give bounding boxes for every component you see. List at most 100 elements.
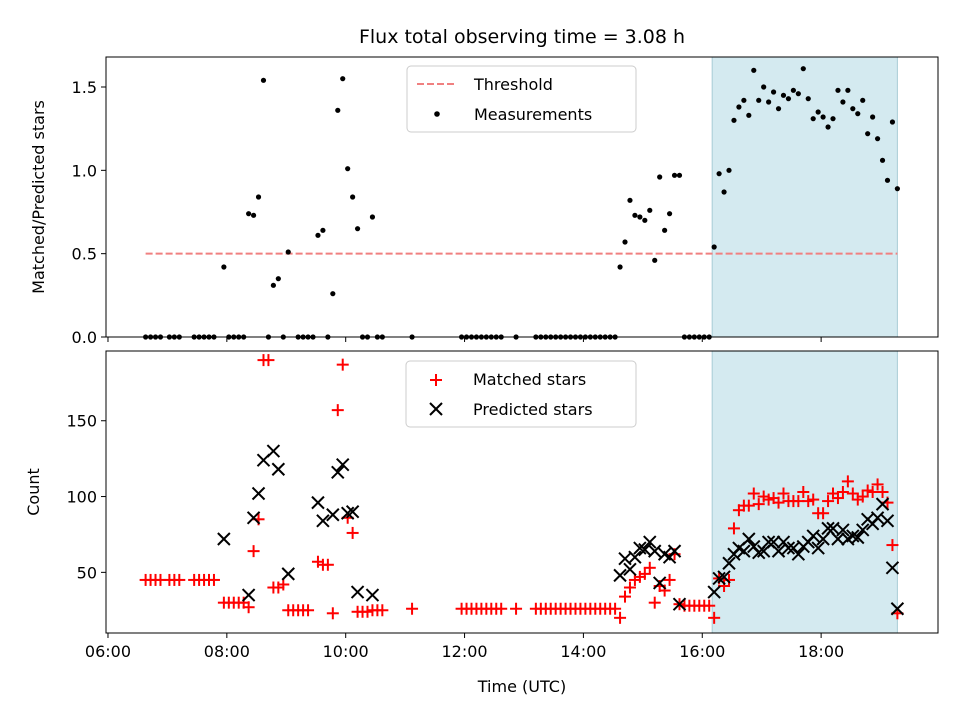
predicted-point [742,532,756,546]
count-legend: Matched stars Predicted stars [405,360,637,428]
matched-point [797,486,810,498]
measurement-point [275,276,281,282]
predicted-point [266,444,281,458]
matched-point [262,354,275,367]
measurement-point [830,116,836,122]
y-tick-label: 0.0 [72,328,97,347]
matched-point [777,487,790,500]
measurement-point [250,212,257,218]
predicted-point [791,547,806,561]
predicted-point [806,529,820,543]
observing-window-highlight [711,56,898,338]
predicted-point [311,495,325,510]
matched-point [752,498,765,511]
matched-point [331,404,344,417]
x-tick-label: 08:00 [204,642,250,661]
predicted-point [628,550,642,564]
predicted-point [707,585,721,599]
predicted-point [856,523,870,537]
matched-point [619,590,632,603]
matched-point [510,602,523,615]
predicted-point [821,521,835,536]
matched-point [648,596,661,609]
measurement-point [865,131,871,137]
predicted-stars-series [217,444,905,616]
matched-point [876,486,889,498]
measurement-point [815,109,821,115]
predicted-point [737,544,751,558]
threshold-legend-label: Threshold [473,75,553,94]
x-tick-label: 12:00 [441,642,487,661]
matched-point [326,607,339,620]
matched-point [495,602,508,615]
count-axes-frame [105,350,939,634]
measurement-point [741,97,747,103]
predicted-point [345,505,360,519]
predicted-point [781,541,796,555]
matched-point [703,599,716,612]
measurement-point [889,119,896,125]
measurement-point [716,171,722,177]
ratio-legend: Threshold Measurements [406,65,637,133]
matched-point [727,522,740,535]
measurement-point [320,227,326,233]
predicted-point [672,597,687,611]
predicted-point [281,567,295,581]
measurement-point [335,107,341,113]
predicted-point [336,458,350,472]
matched-point [346,526,359,539]
predicted-point [831,532,845,546]
predicted-point [365,588,380,602]
x-axis-label: Time (UTC) [477,677,566,696]
measurement-point [632,212,638,218]
measurement-point [350,194,356,200]
measurement-point [820,114,826,120]
matched-point [614,611,627,624]
predicted-point [326,508,340,522]
y-tick-label: 50 [77,563,97,582]
predicted-point [331,465,345,479]
predicted-point [722,556,736,570]
measurement-point [756,97,762,103]
x-tick-label: 10:00 [323,642,369,661]
measurement-point [884,177,891,183]
measurement-point [711,244,717,250]
predicted-point [652,576,667,590]
x-tick-label: 14:00 [560,642,606,661]
matched-point [376,604,389,617]
measurement-point [785,96,792,102]
matched-point [277,578,290,591]
matched-point [831,492,844,505]
measurements-legend-label: Measurements [474,105,592,124]
predicted-point [648,544,662,558]
measurement-point [855,111,861,117]
matched-point [609,602,622,615]
chart-title: Flux total observing time = 3.08 h [359,26,685,48]
y-tick-label: 1.5 [72,78,97,97]
predicted-point [623,562,637,577]
predicted-point [836,523,850,537]
measurement-point [255,194,262,200]
measurement-point [666,211,673,217]
predicted-point [846,529,860,543]
matched-point [817,507,830,520]
measurement-point [315,232,321,238]
predicted-point [771,544,786,558]
measurements-series [143,66,900,340]
matched-point [638,567,651,580]
measurement-point [775,106,782,112]
measurement-point [751,67,757,73]
predicted-point [350,585,365,599]
measurement-point [746,112,752,118]
predicted-point [316,514,330,528]
matched-point [723,573,736,586]
predicted-point [766,535,781,549]
measurement-point [354,226,361,232]
measurement-point [270,282,276,288]
measurement-point [637,214,643,220]
predicted-point [816,532,830,546]
count-legend-box [405,360,637,428]
measurement-point [622,239,628,245]
measurement-point [726,167,732,173]
predicted-point [217,532,231,546]
